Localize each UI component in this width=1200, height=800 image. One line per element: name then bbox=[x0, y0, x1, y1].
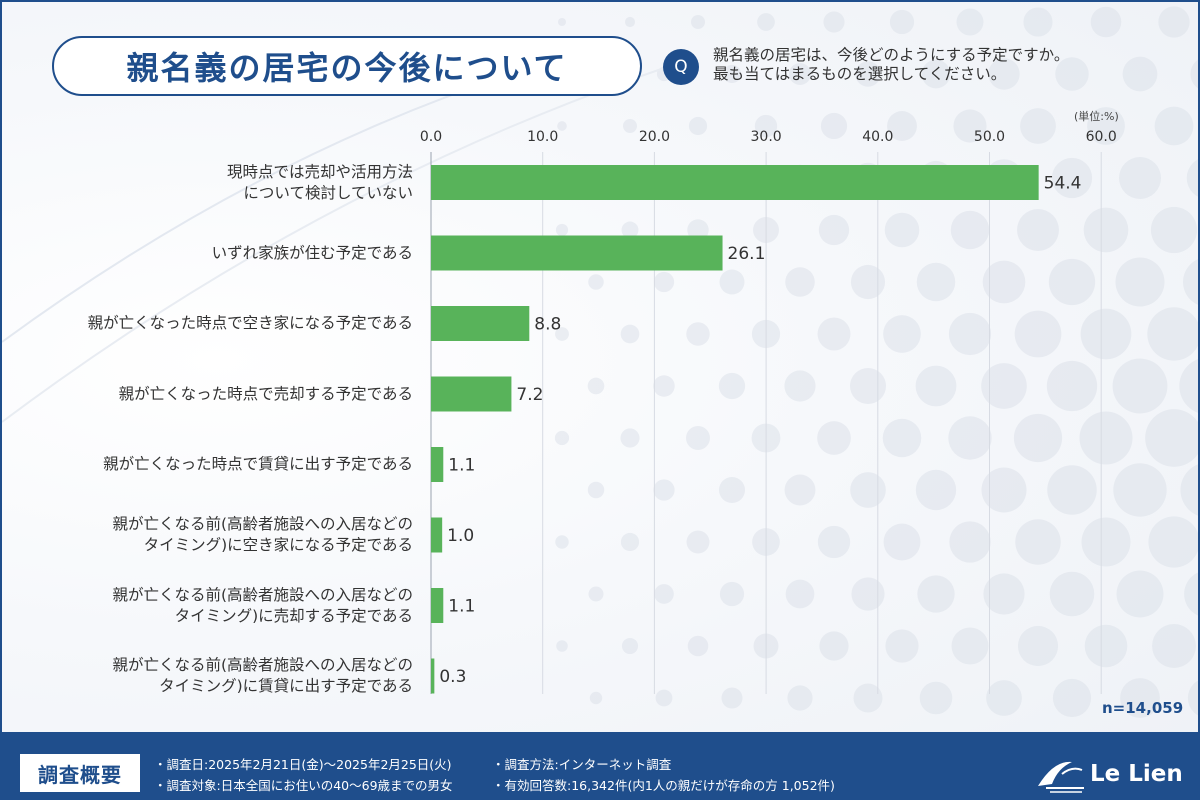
bar bbox=[431, 165, 1039, 200]
x-tick-label: 20.0 bbox=[639, 129, 670, 145]
x-tick-label: 50.0 bbox=[974, 129, 1005, 145]
survey-method: ・調査方法:インターネット調査 bbox=[492, 757, 672, 772]
data-label: 0.3 bbox=[439, 667, 466, 687]
survey-date: ・調査日:2025年2月21日(金)～2025年2月25日(火) bbox=[154, 757, 452, 772]
category-label-line: 親が亡くなった時点で賃貸に出す予定である bbox=[103, 455, 413, 473]
category-label-line: タイミング)に空き家になる予定である bbox=[143, 536, 413, 554]
unit-label: (単位:%) bbox=[1074, 110, 1119, 123]
category-label: 親が亡くなる前(高齢者施設への入居などのタイミング)に空き家になる予定である bbox=[13, 514, 413, 556]
category-label-line: 親が亡くなった時点で売却する予定である bbox=[118, 384, 413, 403]
question-line-2: 最も当てはまるものを選択してください。 bbox=[713, 65, 1007, 83]
category-label: いずれ家族が住む予定である bbox=[13, 243, 413, 264]
bar bbox=[431, 235, 723, 271]
x-tick-label: 10.0 bbox=[527, 129, 558, 145]
title-banner: 親名義の居宅の今後について bbox=[52, 36, 642, 96]
category-label-line: 親が亡くなる前(高齢者施設への入居などの bbox=[112, 656, 413, 674]
survey-overview-tag: 調査概要 bbox=[20, 754, 140, 792]
survey-responses: ・有効回答数:16,342件(内1人の親だけが存命の方 1,052件) bbox=[492, 778, 835, 793]
brand-name: Le Lien bbox=[1090, 761, 1183, 787]
survey-target: ・調査対象:日本全国にお住いの40～69歳までの男女 bbox=[154, 778, 453, 793]
data-label: 54.4 bbox=[1044, 174, 1082, 194]
data-label: 1.0 bbox=[447, 526, 474, 546]
bar bbox=[431, 658, 435, 694]
bar bbox=[431, 588, 444, 623]
question-badge: Q bbox=[663, 49, 699, 85]
category-label-line: タイミング)に賃貸に出す予定である bbox=[159, 677, 413, 695]
category-label-line: いずれ家族が住む予定である bbox=[211, 243, 413, 262]
category-label-line: 親が亡くなる前(高齢者施設への入居などの bbox=[112, 515, 413, 533]
le-lien-logo-icon bbox=[1038, 761, 1084, 793]
bar bbox=[431, 447, 444, 482]
x-tick-label: 60.0 bbox=[1086, 129, 1117, 145]
question-text: 親名義の居宅は、今後どのようにする予定ですか。 最も当てはまるものを選択してくだ… bbox=[713, 46, 1069, 84]
footer-bar bbox=[2, 732, 1198, 798]
bar bbox=[431, 517, 443, 553]
bar bbox=[431, 306, 530, 341]
category-label: 親が亡くなった時点で空き家になる予定である bbox=[13, 313, 413, 334]
bar bbox=[431, 376, 512, 412]
category-label: 現時点では売却や活用方法について検討していない bbox=[13, 162, 413, 204]
category-label-line: 親が亡くなった時点で空き家になる予定である bbox=[87, 314, 413, 332]
question-line-1: 親名義の居宅は、今後どのようにする予定ですか。 bbox=[713, 46, 1070, 64]
data-label: 1.1 bbox=[448, 456, 475, 476]
category-label-line: について検討していない bbox=[243, 183, 413, 202]
category-label: 親が亡くなる前(高齢者施設への入居などのタイミング)に売却する予定である bbox=[13, 585, 413, 627]
category-label: 親が亡くなった時点で賃貸に出す予定である bbox=[13, 454, 413, 475]
data-label: 1.1 bbox=[448, 597, 475, 617]
sample-size: n=14,059 bbox=[1102, 699, 1184, 717]
x-tick-label: 30.0 bbox=[751, 129, 782, 145]
data-label: 8.8 bbox=[534, 315, 561, 335]
category-label-line: 現時点では売却や活用方法 bbox=[226, 162, 413, 181]
category-label-line: タイミング)に売却する予定である bbox=[174, 606, 413, 625]
x-tick-label: 40.0 bbox=[862, 129, 893, 145]
category-label: 親が亡くなった時点で売却する予定である bbox=[13, 384, 413, 405]
category-label-line: 親が亡くなる前(高齢者施設への入居などの bbox=[112, 585, 413, 604]
x-tick-label: 0.0 bbox=[420, 129, 442, 145]
data-label: 26.1 bbox=[728, 244, 766, 264]
page-title: 親名義の居宅の今後について bbox=[126, 49, 568, 87]
data-label: 7.2 bbox=[516, 385, 543, 405]
category-label: 親が亡くなる前(高齢者施設への入居などのタイミング)に賃貸に出す予定である bbox=[13, 655, 413, 697]
